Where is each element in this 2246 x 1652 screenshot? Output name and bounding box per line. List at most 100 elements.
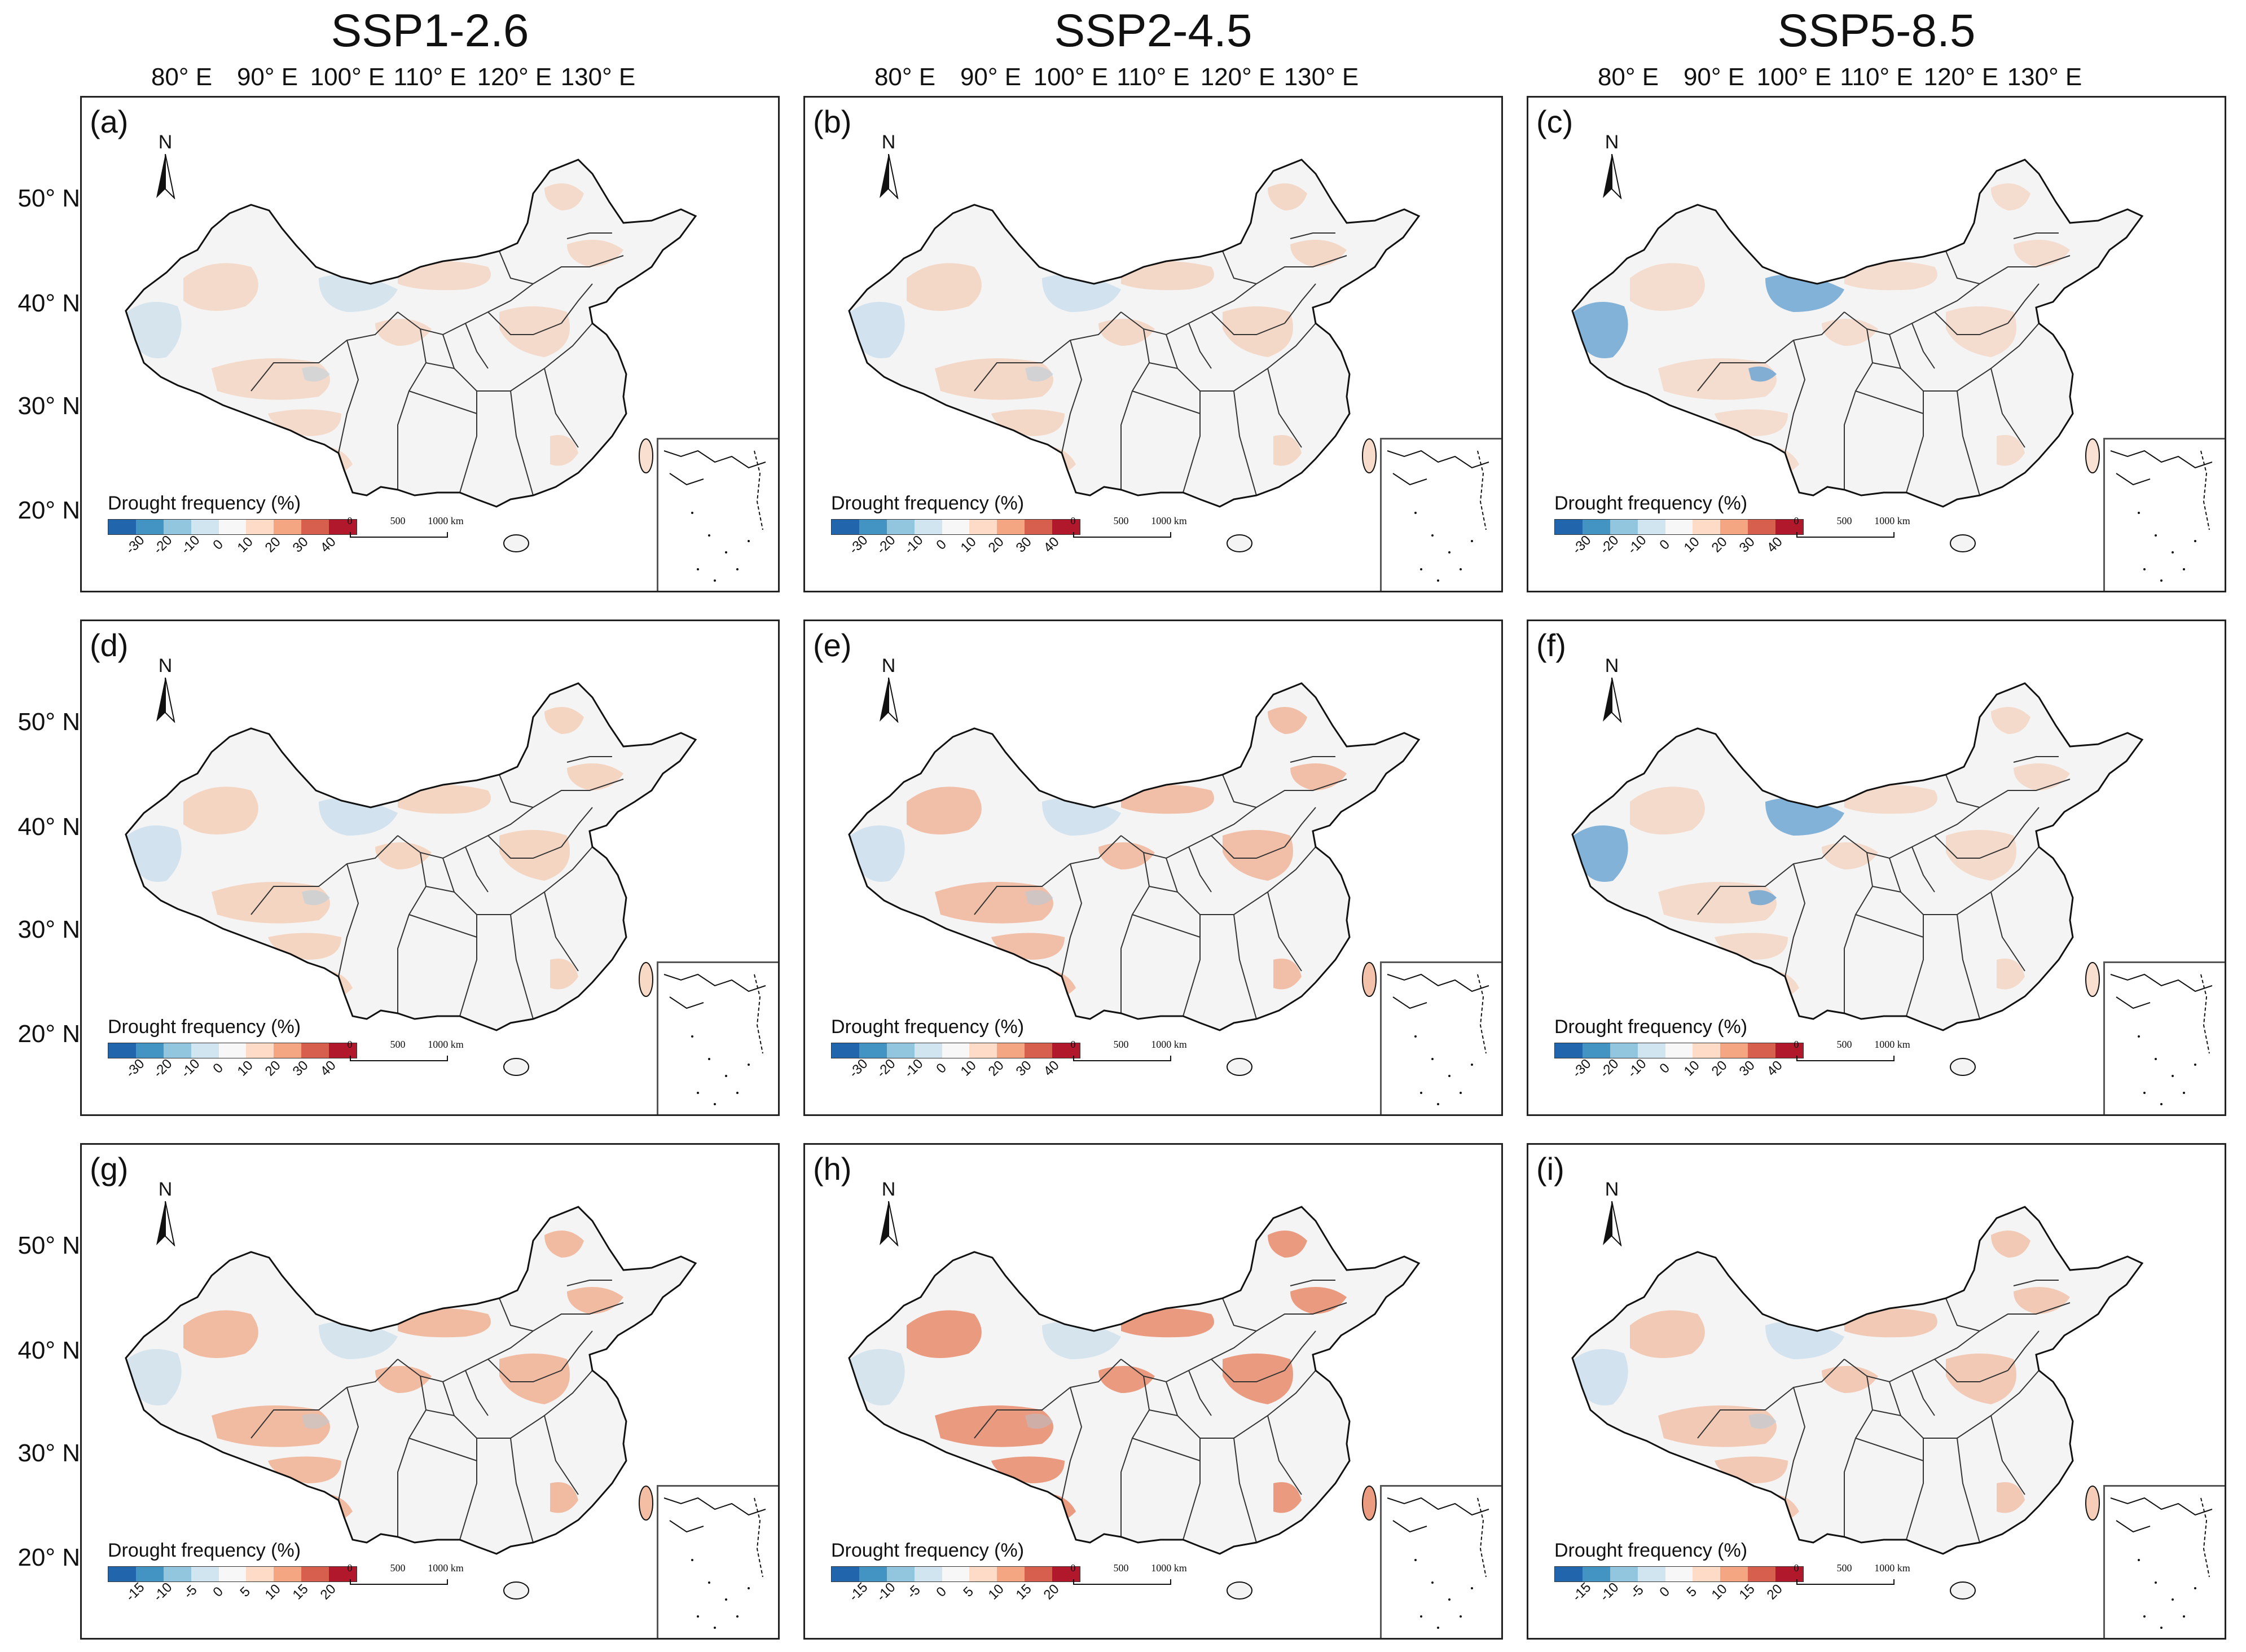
legend-tick-label: -10 <box>1624 532 1650 557</box>
legend-tick-label: -5 <box>181 1582 200 1602</box>
legend-swatch <box>274 1043 302 1058</box>
drought-increase-area <box>212 358 330 400</box>
map-panel-f: (f) N Drought frequency (%) -30 -20 -10 0 10 20 3… <box>1527 620 2226 1116</box>
longitude-tick-label: 110° E <box>1117 63 1190 91</box>
legend-tick-label: -5 <box>904 1582 924 1602</box>
legend-tick-label: 20 <box>1764 1581 1786 1603</box>
scale-bar-label: 1000 km <box>1874 1562 1910 1574</box>
north-arrow-icon: N <box>148 1179 182 1246</box>
province-boundary <box>1906 915 1924 1017</box>
drought-increase-area <box>1991 707 2030 734</box>
province-boundary <box>1061 863 1083 977</box>
china-map <box>1571 682 2144 1076</box>
drought-increase-area <box>1658 1405 1777 1447</box>
south-china-sea-inset <box>657 1485 778 1638</box>
scale-bar-label: 500 <box>1836 1039 1852 1050</box>
scale-bar-label: 500 <box>390 1562 406 1574</box>
legend-swatch <box>832 1043 859 1058</box>
drought-decrease-area <box>850 825 905 882</box>
province-boundary <box>338 1387 359 1501</box>
panel-label: (h) <box>813 1151 852 1187</box>
province-boundary <box>1132 390 1201 414</box>
north-letter: N <box>1605 655 1619 676</box>
longitude-tick-label: 130° E <box>2007 63 2082 91</box>
china-map <box>125 682 697 1076</box>
drought-decrease-area <box>302 366 330 382</box>
province-boundary <box>338 340 359 454</box>
color-legend: Drought frequency (%) -30 -20 -10 0 10 20 30 40 <box>108 1016 373 1081</box>
drought-decrease-area <box>1042 274 1121 312</box>
color-legend: Drought frequency (%) -30 -20 -10 0 10 20 30 40 <box>831 1016 1096 1081</box>
hainan-island <box>1227 534 1252 552</box>
province-boundary <box>1957 390 1980 496</box>
china-map <box>125 159 697 552</box>
province-boundary <box>561 1330 593 1371</box>
legend-tick-label: 40 <box>1764 1057 1786 1079</box>
drought-decrease-area <box>850 1349 905 1405</box>
panel-label: (f) <box>1536 627 1566 663</box>
longitude-tick-label: 90° E <box>236 63 298 91</box>
legend-swatch <box>1555 1567 1583 1581</box>
drought-increase-area <box>935 882 1053 924</box>
legend-title: Drought frequency (%) <box>831 1540 1025 1561</box>
province-boundary <box>465 323 489 369</box>
legend-tick-label: 40 <box>1040 534 1062 556</box>
scale-bar-label: 1000 km <box>1151 1562 1187 1574</box>
scale-bar-label: 500 <box>1836 1562 1852 1574</box>
legend-swatch <box>1582 520 1610 534</box>
legend-tick-label: 5 <box>1684 1584 1700 1600</box>
province-boundary <box>1697 311 1845 392</box>
legend-tick-label: 15 <box>1013 1581 1035 1603</box>
longitude-axis-col3: 80° E 90° E 100° E 110° E 120° E 130° E <box>1527 63 2226 91</box>
latitude-tick-label: 20° N <box>17 1020 80 1048</box>
latitude-tick-label: 40° N <box>17 813 80 841</box>
south-china-sea-inset <box>2103 438 2225 591</box>
legend-tick-label: -10 <box>1597 1579 1622 1605</box>
legend-swatch <box>135 520 164 534</box>
legend-swatch <box>1555 520 1583 534</box>
north-letter: N <box>881 655 896 676</box>
scale-bar-label: 1000 km <box>428 1562 464 1574</box>
drought-decrease-area <box>1748 366 1777 382</box>
north-arrow-icon: N <box>148 655 182 723</box>
drought-increase-area <box>1121 785 1214 814</box>
longitude-tick-label: 80° E <box>874 63 936 91</box>
south-china-sea-inset <box>657 438 778 591</box>
legend-swatch <box>301 1043 329 1058</box>
legend-tick-label: 10 <box>985 1581 1007 1603</box>
drought-increase-area <box>1997 435 2025 466</box>
province-boundary <box>499 251 534 284</box>
legend-tick-label: 0 <box>209 1060 226 1077</box>
color-legend: Drought frequency (%) -15 -10 -5 0 5 10 15 20 <box>1554 1540 1819 1605</box>
legend-swatch <box>218 1043 247 1058</box>
legend-swatch <box>329 1043 357 1058</box>
province-boundary <box>250 835 398 915</box>
north-arrow-icon: N <box>1595 655 1629 723</box>
legend-tick-label: 0 <box>933 1584 950 1600</box>
legend-swatch <box>969 1043 997 1058</box>
drought-increase-area <box>1991 1231 2030 1258</box>
drought-increase-area <box>375 1366 432 1393</box>
province-boundary <box>1855 390 1924 414</box>
scale-bar-line <box>1073 1056 1171 1061</box>
latitude-tick-label: 20° N <box>17 497 80 524</box>
drought-increase-area <box>183 787 258 834</box>
legend-tick-label: -30 <box>122 532 148 557</box>
province-boundary <box>499 774 534 808</box>
legend-ticks: -30 -20 -10 0 10 20 30 40 <box>108 532 356 557</box>
hainan-island <box>1950 534 1976 552</box>
province-boundary <box>1284 283 1316 324</box>
province-boundary <box>974 1359 1122 1439</box>
province-boundary <box>1697 1359 1845 1439</box>
drought-decrease-area <box>850 302 905 358</box>
province-boundary <box>510 1438 534 1543</box>
province-boundary <box>1188 323 1212 369</box>
province-boundary <box>561 283 593 324</box>
province-boundary <box>1290 232 1335 239</box>
scale-bar-label: 0 <box>1070 515 1076 526</box>
drought-increase-area <box>907 1310 982 1358</box>
hainan-island <box>503 1058 529 1076</box>
legend-swatch <box>942 1043 970 1058</box>
legend-swatch <box>914 1043 942 1058</box>
legend-title: Drought frequency (%) <box>831 493 1025 514</box>
